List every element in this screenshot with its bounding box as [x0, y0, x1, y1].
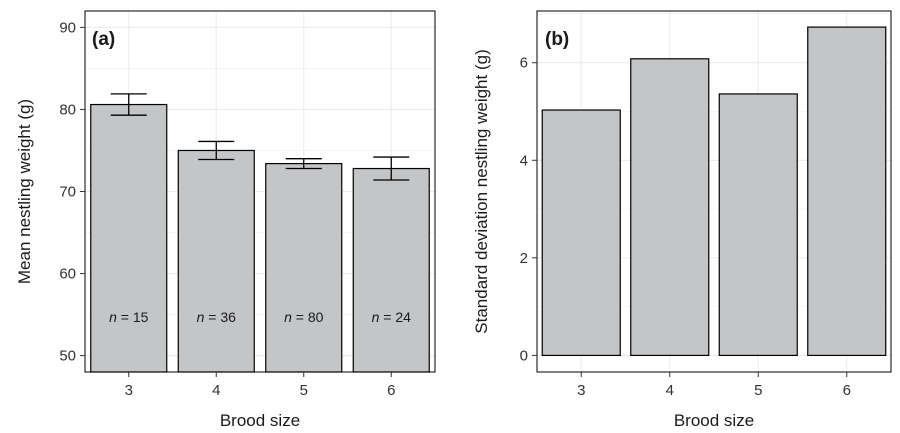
y-axis-title-a: Mean nestling weight (g) — [15, 99, 34, 284]
panel-label-b: (b) — [545, 29, 569, 50]
x-tick-label: 4 — [666, 382, 674, 399]
error-bar — [110, 93, 147, 116]
y-tick-label: 60 — [59, 266, 76, 283]
y-tick-label: 2 — [520, 250, 528, 267]
y-tick-label: 0 — [520, 347, 528, 364]
bar — [541, 109, 621, 357]
bars-b — [541, 26, 887, 357]
x-tick-label: 5 — [754, 382, 762, 399]
x-axis-title-b: Brood size — [674, 411, 754, 430]
y-tick-label: 80 — [59, 101, 76, 118]
x-ticks-a: 3 4 5 6 — [125, 372, 395, 399]
y-axis-title-b: Standard deviation nestling weight (g) — [472, 49, 491, 333]
bars-a — [90, 103, 430, 373]
sample-size-labels-a: n = 15 n = 36 n = 80 n = 24 — [109, 309, 411, 325]
x-ticks-b: 3 4 5 6 — [577, 372, 851, 399]
bar — [265, 163, 343, 373]
bar — [90, 103, 168, 373]
y-tick-label: 70 — [59, 184, 76, 201]
y-ticks-b: 0 2 4 6 — [520, 55, 537, 364]
sample-size-label: n = 24 — [372, 309, 412, 325]
y-tick-label: 90 — [59, 19, 76, 36]
sample-size-label: n = 80 — [284, 309, 324, 325]
error-bar — [373, 156, 410, 181]
error-bar — [198, 140, 235, 161]
bar — [807, 26, 887, 357]
error-bar — [285, 158, 322, 170]
x-axis-title-a: Brood size — [220, 411, 300, 430]
bar — [630, 58, 710, 357]
y-ticks-a: 50 60 70 80 90 — [59, 19, 85, 365]
sample-size-label: n = 15 — [109, 309, 149, 325]
panel-label-a: (a) — [92, 29, 115, 50]
bar — [177, 149, 255, 373]
y-tick-label: 50 — [59, 348, 76, 365]
panel-b: 0 2 4 6 3 4 5 6 (b) Brood size Standard deviat… — [472, 10, 892, 430]
bar — [718, 93, 798, 357]
sample-size-label: n = 36 — [197, 309, 237, 325]
x-tick-label: 3 — [125, 382, 133, 399]
x-tick-label: 3 — [577, 382, 585, 399]
y-tick-label: 4 — [520, 152, 528, 169]
plot-border-b — [536, 10, 892, 373]
x-tick-label: 6 — [843, 382, 851, 399]
x-tick-label: 6 — [387, 382, 395, 399]
error-bars-a — [110, 93, 410, 181]
panel-a: n = 15 n = 36 n = 80 n = 24 50 60 70 80 90 3 4 5 6… — [15, 10, 436, 430]
x-tick-label: 5 — [300, 382, 308, 399]
x-tick-label: 4 — [212, 382, 220, 399]
y-tick-label: 6 — [520, 55, 528, 72]
bar — [352, 167, 430, 373]
